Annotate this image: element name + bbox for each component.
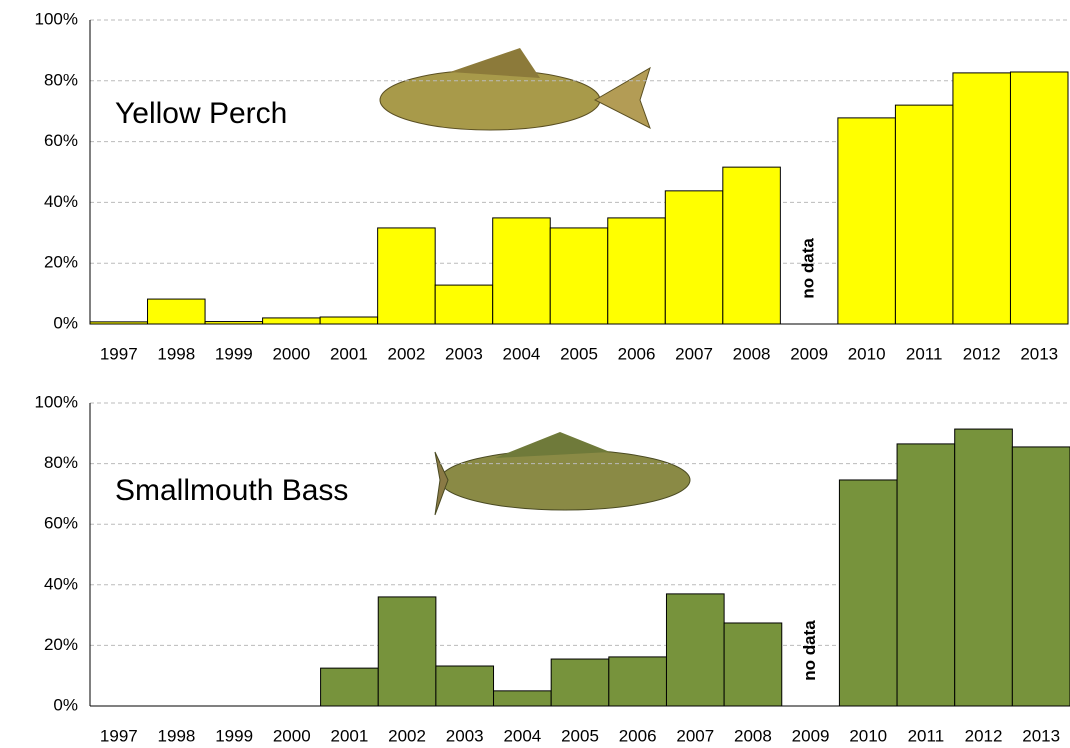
x-tick-label: 2007	[675, 344, 713, 363]
x-tick-label: 2010	[849, 726, 887, 745]
x-tick-label: 2006	[618, 344, 656, 363]
x-tick-label: 2005	[561, 726, 599, 745]
x-tick-label: 1998	[157, 344, 195, 363]
x-tick-label: 2013	[1022, 726, 1060, 745]
x-tick-label: 2005	[560, 344, 598, 363]
bar	[665, 593, 725, 707]
chart-title: Smallmouth Bass	[115, 474, 348, 507]
bar	[493, 690, 552, 707]
bar	[1009, 71, 1069, 325]
x-tick-label: 2007	[676, 726, 714, 745]
y-tick-label: 60%	[44, 131, 78, 150]
x-tick-label: 2001	[330, 726, 368, 745]
bar	[1011, 446, 1070, 707]
x-tick-label: 2002	[388, 726, 426, 745]
bar	[435, 665, 495, 707]
x-tick-label: 2008	[734, 726, 772, 745]
x-tick-label: 2004	[503, 344, 541, 363]
x-tick-label: 2008	[733, 344, 771, 363]
x-tick-label: 1999	[215, 344, 253, 363]
bar	[664, 190, 724, 325]
bar	[262, 317, 321, 325]
bar	[838, 479, 898, 707]
bar	[147, 298, 206, 325]
y-tick-label: 100%	[35, 392, 78, 411]
bar	[607, 217, 666, 325]
bar	[894, 104, 954, 325]
bar	[549, 227, 609, 325]
bar	[550, 658, 610, 707]
y-tick-label: 100%	[35, 9, 78, 28]
bar	[722, 166, 781, 325]
x-tick-label: 2012	[965, 726, 1003, 745]
x-tick-label: 2001	[330, 344, 368, 363]
x-tick-label: 2002	[387, 344, 425, 363]
y-tick-label: 40%	[44, 574, 78, 593]
bar	[377, 596, 437, 707]
x-tick-label: 2011	[908, 726, 945, 745]
bar	[723, 622, 783, 707]
fish-image	[434, 432, 691, 516]
chart-title: Yellow Perch	[115, 97, 287, 130]
x-tick-label: 1997	[100, 344, 138, 363]
y-tick-label: 40%	[44, 192, 78, 211]
bar	[319, 316, 379, 325]
x-tick-label: 2011	[906, 344, 943, 363]
bar	[952, 72, 1011, 325]
bar	[896, 443, 956, 707]
x-tick-label: 2004	[503, 726, 541, 745]
bar	[377, 227, 436, 325]
y-tick-label: 80%	[44, 453, 78, 472]
y-tick-label: 20%	[44, 253, 78, 272]
fish-image	[368, 38, 660, 160]
bar	[320, 667, 379, 707]
x-tick-label: 2003	[446, 726, 484, 745]
x-tick-label: 1997	[100, 726, 138, 745]
x-tick-label: 2006	[619, 726, 657, 745]
y-tick-label: 20%	[44, 635, 78, 654]
y-tick-label: 0%	[53, 313, 78, 332]
x-tick-label: 2009	[790, 344, 828, 363]
bar	[492, 217, 551, 325]
x-tick-label: 2009	[792, 726, 830, 745]
y-tick-label: 60%	[44, 514, 78, 533]
x-tick-label: 1998	[158, 726, 196, 745]
bar	[434, 284, 494, 325]
y-tick-label: 0%	[53, 695, 78, 714]
x-tick-label: 2000	[273, 726, 311, 745]
x-tick-label: 2003	[445, 344, 483, 363]
bar	[608, 656, 667, 707]
x-tick-label: 2000	[272, 344, 310, 363]
x-tick-label: 2013	[1020, 344, 1058, 363]
annotation: no data	[800, 620, 819, 681]
bar	[954, 428, 1013, 707]
x-tick-label: 2010	[848, 344, 886, 363]
x-tick-label: 1999	[215, 726, 253, 745]
y-tick-label: 80%	[44, 70, 78, 89]
bar	[837, 117, 896, 325]
annotation: no data	[799, 238, 818, 299]
x-tick-label: 2012	[963, 344, 1001, 363]
